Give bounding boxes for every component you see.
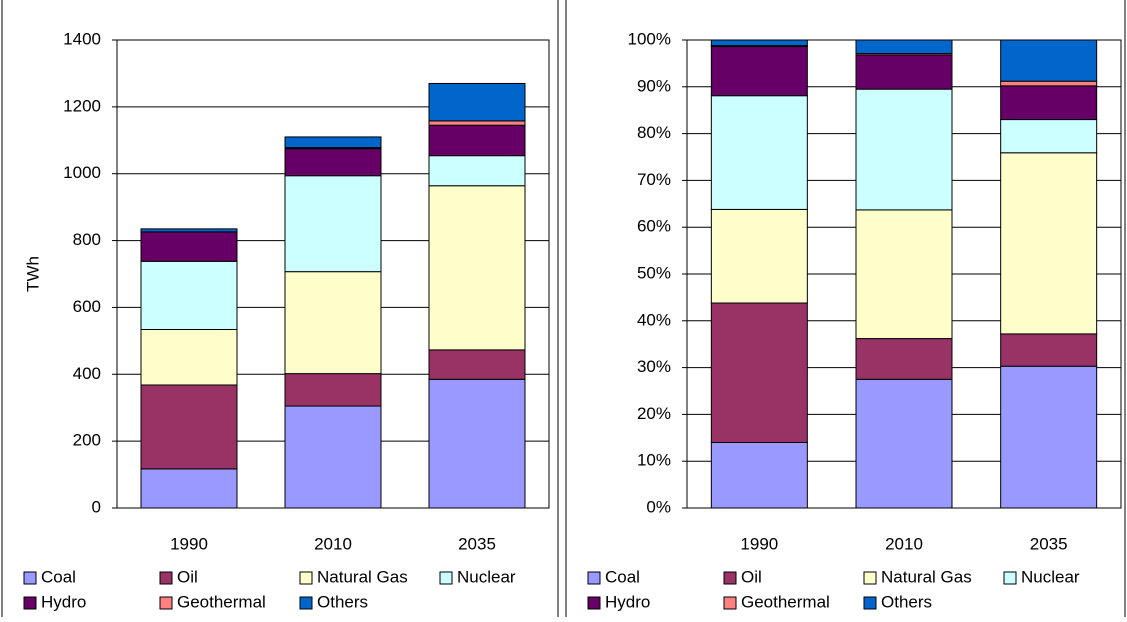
- bar-segment: [284, 373, 382, 407]
- legend-swatch: [1003, 571, 1017, 585]
- y-tick-label: 30%: [637, 357, 671, 376]
- bar-segment: [855, 378, 953, 509]
- y-tick-label: 0: [92, 497, 101, 516]
- bar-segment: [428, 120, 526, 126]
- x-tick-label: 1990: [170, 534, 208, 553]
- legend-label: Hydro: [605, 592, 650, 611]
- bar-segment: [284, 405, 382, 509]
- y-tick-label: 10%: [637, 451, 671, 470]
- y-tick-label: 400: [73, 364, 101, 383]
- bar-segment: [428, 155, 526, 187]
- legend-label: Others: [317, 592, 368, 611]
- bar-segment: [284, 271, 382, 375]
- bar-segment: [284, 136, 382, 149]
- x-tick-label: 2035: [458, 534, 496, 553]
- bar-segment: [710, 39, 808, 47]
- x-tick-label: 2010: [314, 534, 352, 553]
- legend-swatch: [299, 571, 313, 585]
- y-tick-label: 1200: [63, 96, 101, 115]
- legend-swatch: [439, 571, 453, 585]
- legend-swatch: [723, 571, 737, 585]
- legend-label: Coal: [41, 567, 76, 586]
- legend-swatch: [159, 571, 173, 585]
- y-tick-label: 0%: [646, 497, 671, 516]
- bar-segment: [855, 338, 953, 380]
- bar-segment: [1000, 39, 1098, 82]
- bar-segment: [855, 88, 953, 211]
- y-axis-label: TWh: [23, 256, 42, 292]
- legend-swatch: [723, 596, 737, 610]
- legend-label: Oil: [177, 567, 198, 586]
- bar-segment: [1000, 333, 1098, 367]
- bar-segment: [710, 441, 808, 509]
- legend-label: Natural Gas: [881, 567, 972, 586]
- x-tick-label: 2010: [885, 534, 923, 553]
- bar-segment: [855, 54, 953, 90]
- bar-segment: [140, 328, 238, 386]
- bar-segment: [428, 349, 526, 380]
- y-tick-label: 80%: [637, 123, 671, 142]
- x-tick-label: 2035: [1030, 534, 1068, 553]
- y-tick-label: 200: [73, 431, 101, 450]
- legend-swatch: [587, 596, 601, 610]
- y-tick-label: 40%: [637, 310, 671, 329]
- bar-segment: [428, 185, 526, 351]
- legend-label: Oil: [741, 567, 762, 586]
- bar-segment: [140, 260, 238, 330]
- bar-segment: [1000, 80, 1098, 87]
- bar-segment: [140, 384, 238, 470]
- y-tick-label: 20%: [637, 404, 671, 423]
- y-tick-label: 600: [73, 297, 101, 316]
- legend-label: Natural Gas: [317, 567, 408, 586]
- legend-swatch: [863, 571, 877, 585]
- legend-label: Nuclear: [1021, 567, 1080, 586]
- bar-segment: [140, 228, 238, 233]
- bar-segment: [855, 39, 953, 55]
- bar-segment: [140, 231, 238, 262]
- legend-label: Hydro: [41, 592, 86, 611]
- y-tick-label: 60%: [637, 217, 671, 236]
- y-tick-label: 1400: [63, 29, 101, 48]
- bar-segment: [710, 46, 808, 97]
- bar-segment: [710, 208, 808, 304]
- y-tick-label: 800: [73, 230, 101, 249]
- bar-segment: [428, 378, 526, 509]
- legend-swatch: [23, 571, 37, 585]
- bar-segment: [284, 148, 382, 177]
- y-tick-label: 90%: [637, 76, 671, 95]
- legend-label: Coal: [605, 567, 640, 586]
- legend-swatch: [299, 596, 313, 610]
- bar-segment: [140, 468, 238, 509]
- bar-segment: [284, 175, 382, 273]
- legend-label: Geothermal: [177, 592, 266, 611]
- y-tick-label: 50%: [637, 263, 671, 282]
- y-tick-label: 100%: [628, 29, 671, 48]
- legend-label: Nuclear: [457, 567, 516, 586]
- legend-label: Others: [881, 592, 932, 611]
- bar-segment: [1000, 85, 1098, 121]
- y-tick-label: 1000: [63, 163, 101, 182]
- bar-segment: [710, 95, 808, 210]
- bar-segment: [1000, 119, 1098, 154]
- bar-segment: [428, 124, 526, 157]
- legend-swatch: [863, 596, 877, 610]
- bar-segment: [710, 302, 808, 443]
- bar-segment: [1000, 152, 1098, 335]
- legend-label: Geothermal: [741, 592, 830, 611]
- legend-swatch: [159, 596, 173, 610]
- bar-segment: [855, 209, 953, 340]
- bar-segment: [1000, 365, 1098, 509]
- legend-swatch: [587, 571, 601, 585]
- y-tick-label: 70%: [637, 170, 671, 189]
- bar-segment: [428, 82, 526, 122]
- legend-swatch: [23, 596, 37, 610]
- x-tick-label: 1990: [740, 534, 778, 553]
